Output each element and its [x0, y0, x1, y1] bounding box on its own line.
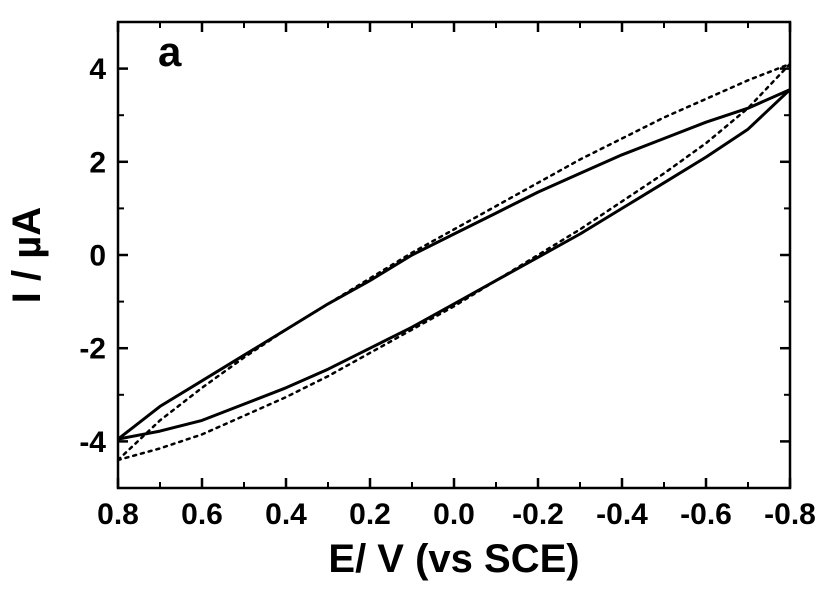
xtick-label: 0.0 [433, 498, 475, 531]
ytick-label: 2 [89, 146, 106, 179]
xtick-label: -0.6 [680, 498, 732, 531]
x-axis-label: E/ V (vs SCE) [328, 537, 579, 581]
cv-chart-container: 0.8 0.6 0.4 0.2 0.0 -0.2 -0.4 -0.6 -0.8 -4 -2 0 2 4 a E… [0, 0, 821, 596]
xtick-label: 0.6 [181, 498, 223, 531]
ytick-label: -4 [79, 426, 106, 459]
xtick-label: 0.4 [265, 498, 307, 531]
cv-chart-svg: 0.8 0.6 0.4 0.2 0.0 -0.2 -0.4 -0.6 -0.8 -4 -2 0 2 4 a E… [0, 0, 821, 596]
xtick-label: 0.8 [97, 498, 139, 531]
ytick-label: 0 [89, 240, 106, 273]
panel-label: a [158, 28, 182, 75]
y-axis-label: I / µA [5, 207, 49, 303]
xtick-label: 0.2 [349, 498, 391, 531]
xtick-label: -0.8 [764, 498, 816, 531]
xtick-label: -0.2 [512, 498, 564, 531]
ytick-label: 4 [89, 53, 106, 86]
xtick-label: -0.4 [596, 498, 648, 531]
ytick-label: -2 [79, 333, 106, 366]
